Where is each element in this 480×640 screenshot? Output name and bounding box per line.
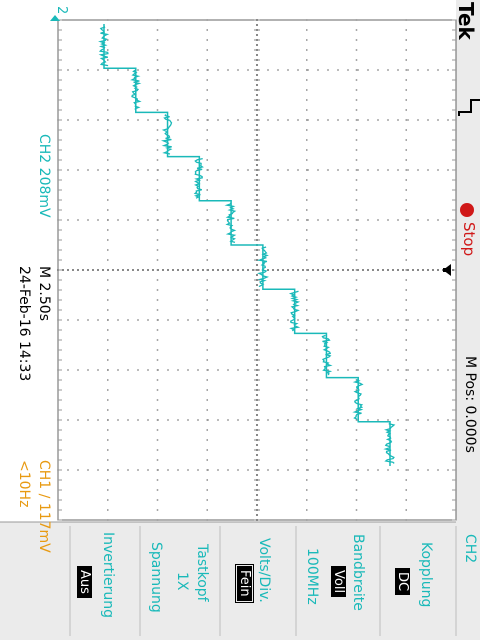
trigger-readout: CH1 ∕ 117mV [36, 460, 52, 553]
trace-step-noise [256, 246, 269, 288]
menu-bandbreite-sub: 100MHz [304, 548, 320, 605]
ch2-marker[interactable]: 2 [54, 6, 69, 14]
stop-indicator-icon [460, 203, 474, 217]
trace-step-noise [193, 157, 204, 199]
graticule-grid [57, 19, 456, 521]
trace-step-noise [224, 202, 237, 244]
menu-invertierung-label[interactable]: Invertierung [100, 532, 116, 619]
datetime-readout: 24-Feb-16 14:33 [16, 266, 32, 382]
menu-kopplung-value[interactable]: DC [395, 568, 410, 596]
menu-invertierung-value[interactable]: Aus [77, 566, 92, 598]
menu-kopplung-label[interactable]: Kopplung [418, 542, 434, 608]
menu-tastkopf-sub: Spannung [148, 542, 164, 613]
menu-tastkopf-value[interactable]: 1X [174, 572, 190, 591]
trace-step-noise [288, 290, 301, 332]
m-pos-readout: M Pos: 0.000s [462, 356, 478, 453]
menu-bandbreite-value[interactable]: Voll [331, 566, 346, 598]
run-state-label: Stop [460, 222, 478, 257]
menu-bandbreite-label[interactable]: Bandbreite [350, 534, 366, 611]
timebase-readout: M 2.50s [36, 266, 52, 321]
trace-step-noise [321, 334, 333, 376]
menu-title: CH2 [462, 534, 478, 564]
menu-voltsdiv-value[interactable]: Fein [236, 561, 253, 606]
trigger-edge-icon [458, 99, 480, 116]
status-strip-bg [456, 0, 480, 522]
trace-step-noise [160, 114, 173, 155]
ch2-trace-noise [98, 25, 396, 464]
brand-logo-text: Tek [454, 2, 478, 40]
ch2-trace [103, 24, 391, 466]
trace-step-noise [383, 423, 396, 464]
menu-tastkopf-label[interactable]: Tastkopf [194, 544, 210, 602]
ch2-scale-readout: CH2 208mV [36, 134, 52, 218]
trace-step-noise [98, 25, 110, 67]
frequency-readout: <10Hz [16, 460, 32, 508]
trace-step-noise [130, 69, 142, 110]
menu-voltsdiv-label[interactable]: Volts/Div. [256, 538, 272, 603]
trace-step-noise [352, 379, 364, 420]
